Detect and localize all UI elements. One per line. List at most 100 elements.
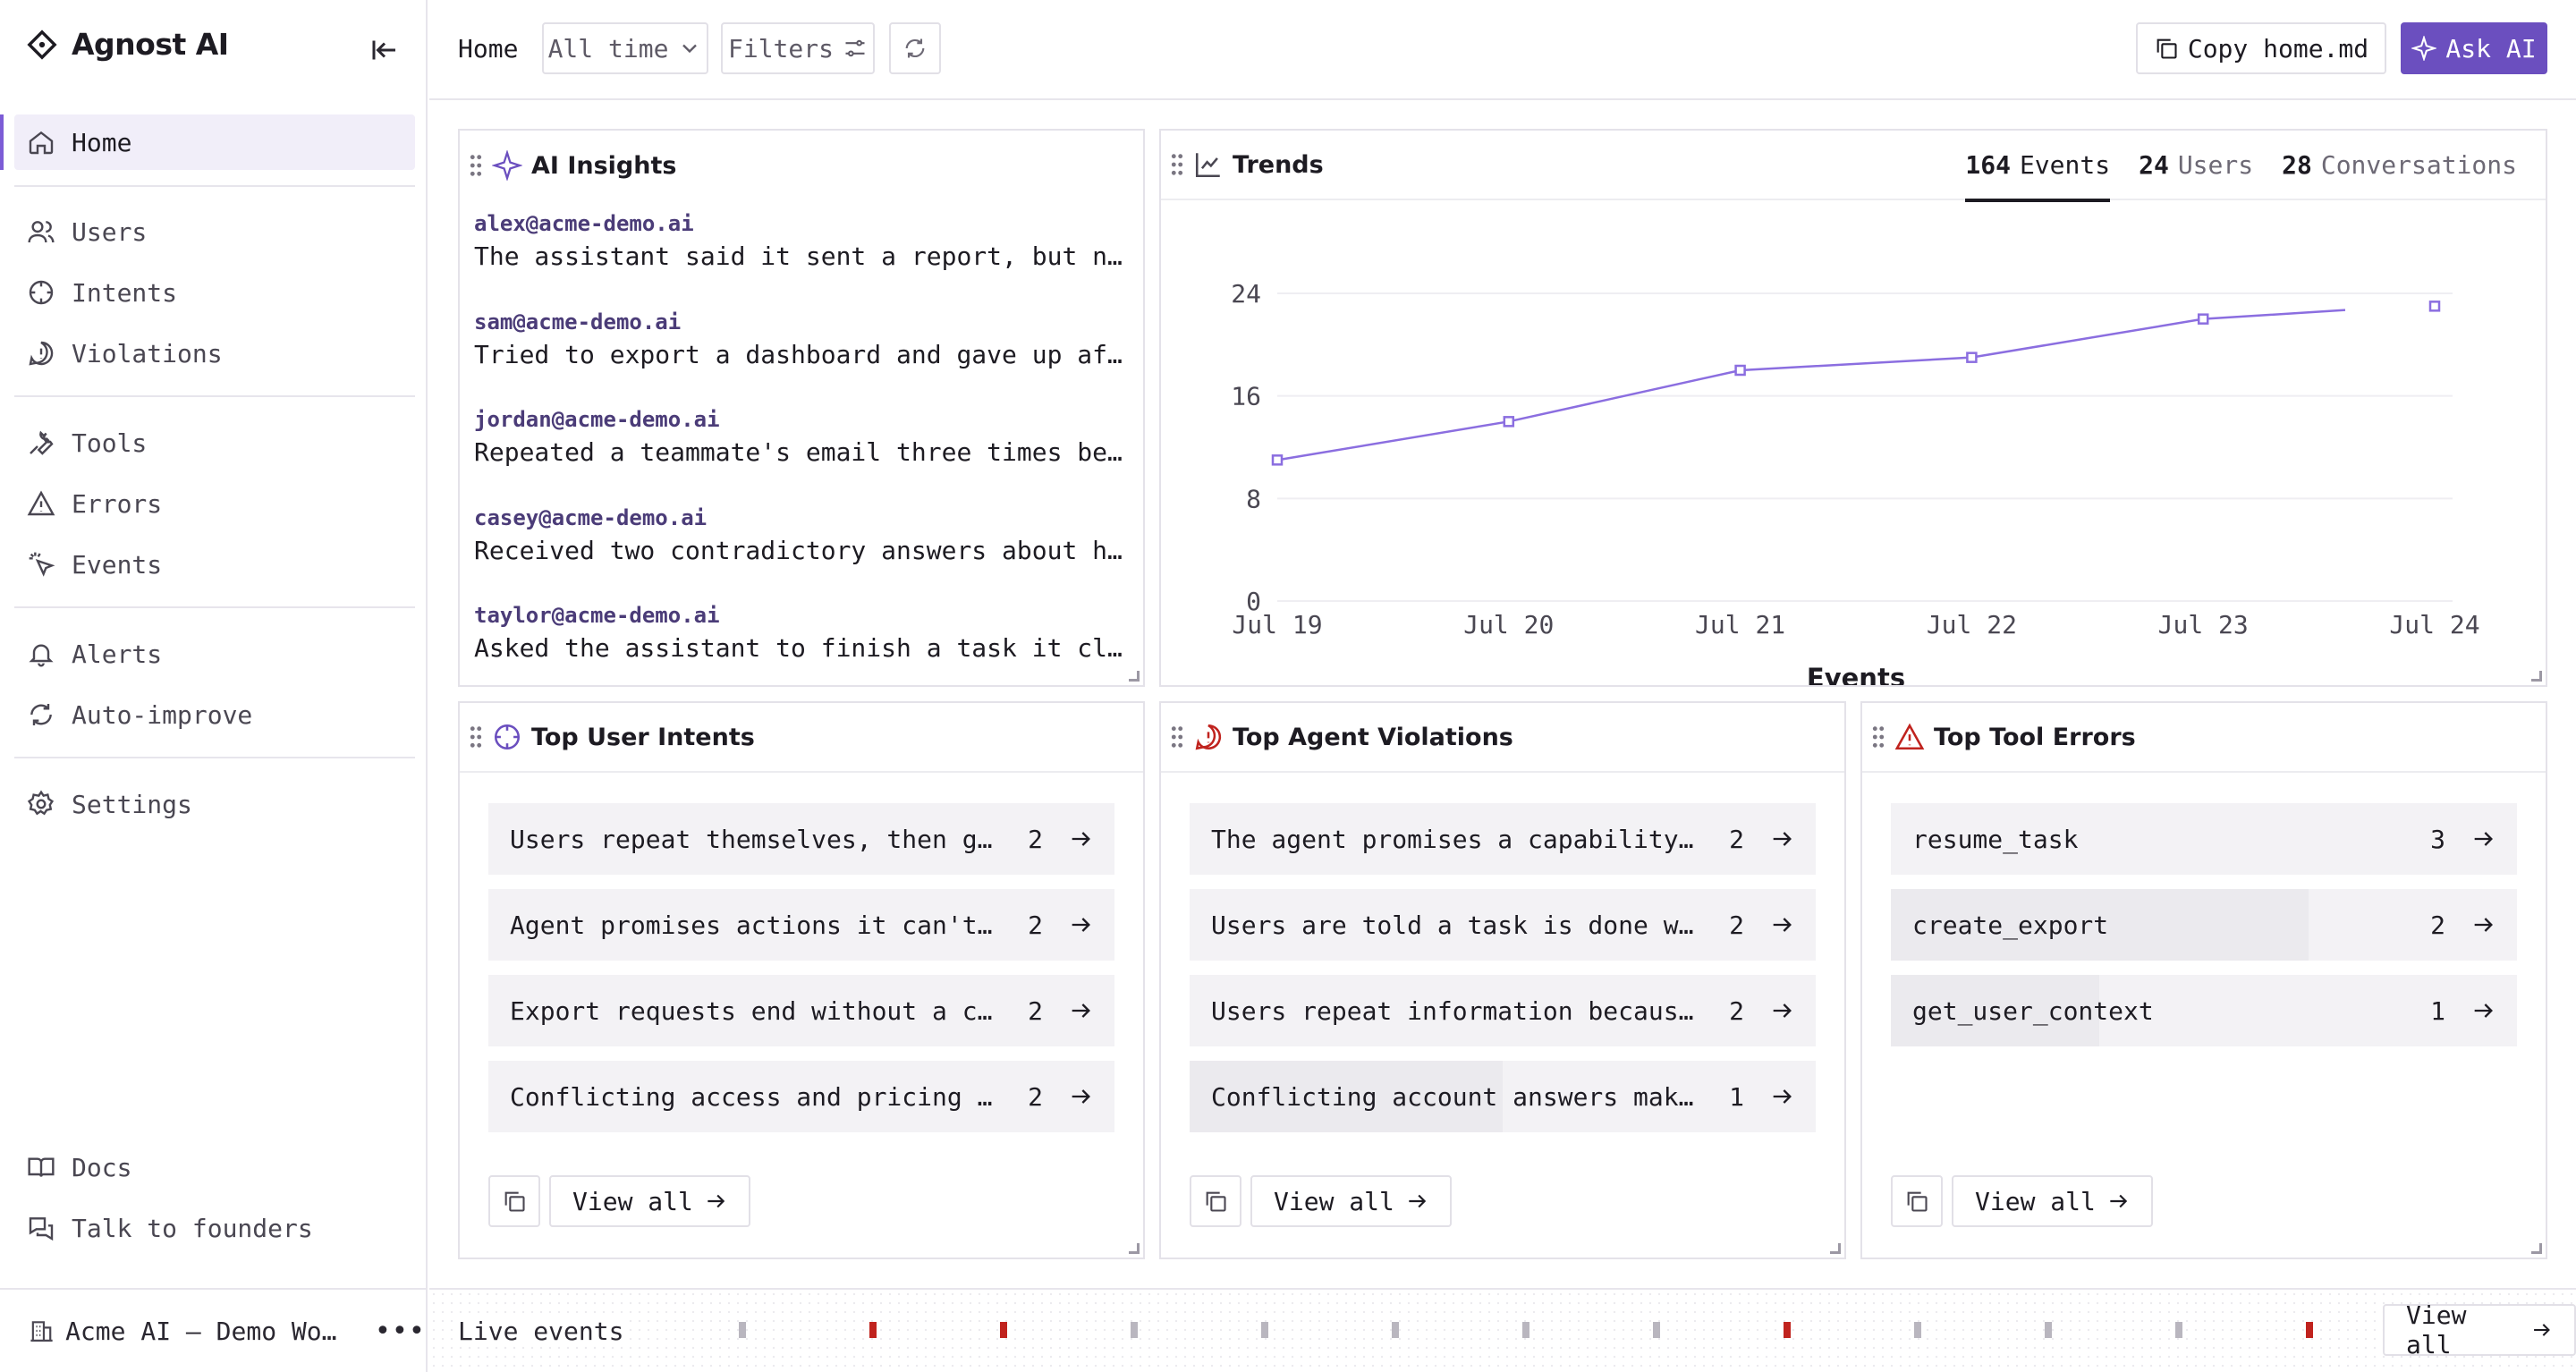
count-bar (1190, 1061, 1503, 1132)
sidebar-item-violations[interactable]: Violations (14, 326, 415, 381)
panel-header: Trends (1161, 131, 2546, 200)
tab-events[interactable]: 164 Events (1965, 131, 2111, 202)
item-label: Conflicting account answers make users c… (1211, 1081, 1701, 1112)
sidebar-item-docs[interactable]: Docs (14, 1139, 415, 1195)
view-all-button[interactable]: View all (549, 1175, 750, 1227)
sidebar-item-intents[interactable]: Intents (14, 265, 415, 320)
view-all-label: View all (572, 1186, 693, 1216)
sidebar-item-settings[interactable]: Settings (14, 776, 415, 832)
insight-item[interactable]: jordan@acme-demo.ai Repeated a teammate'… (474, 407, 1129, 467)
resize-handle[interactable] (1129, 671, 1140, 682)
event-tick-error[interactable] (1000, 1322, 1007, 1338)
list-item[interactable]: Conflicting account answers make users c… (1190, 1061, 1816, 1132)
ask-ai-label: Ask AI (2445, 33, 2537, 64)
event-tick[interactable] (1914, 1322, 1921, 1338)
item-count: 2 (1028, 995, 1043, 1026)
sidebar-item-label: Events (72, 549, 163, 580)
nav-active-indicator (0, 114, 4, 170)
list-item[interactable]: Users repeat themselves, then give up 2 (488, 803, 1114, 875)
event-tick[interactable] (1261, 1322, 1268, 1338)
copy-button[interactable] (488, 1175, 540, 1227)
drag-handle-icon[interactable] (469, 725, 483, 749)
arrow-right-icon (1773, 1004, 1792, 1018)
live-events-bar: Live events View all (429, 1288, 2576, 1372)
resize-handle[interactable] (2531, 671, 2542, 682)
list-item[interactable]: get_user_context 1 (1891, 975, 2517, 1046)
arrow-right-icon (2474, 918, 2493, 932)
data-point (1734, 364, 1746, 377)
ask-ai-button[interactable]: Ask AI (2401, 22, 2547, 74)
insight-user: alex@acme-demo.ai (474, 211, 694, 236)
drag-handle-icon[interactable] (1871, 725, 1885, 749)
sidebar-item-founders[interactable]: Talk to founders (14, 1200, 415, 1256)
copy-button[interactable] (1190, 1175, 1241, 1227)
insight-item[interactable]: taylor@acme-demo.ai Asked the assistant … (474, 603, 1129, 663)
sidebar-item-home[interactable]: Home (14, 114, 415, 170)
drag-handle-icon[interactable] (469, 154, 483, 177)
view-all-button[interactable]: View all (1250, 1175, 1452, 1227)
live-view-all-button[interactable]: View all (2383, 1300, 2576, 1359)
event-tick-error[interactable] (869, 1322, 877, 1338)
item-count: 1 (2430, 995, 2445, 1026)
sparkle-icon (2411, 36, 2437, 61)
list-item[interactable]: Export requests end without a completed … (488, 975, 1114, 1046)
event-tick[interactable] (1131, 1322, 1138, 1338)
item-count: 2 (1028, 824, 1043, 854)
list-item[interactable]: Agent promises actions it can't take 2 (488, 889, 1114, 961)
list-item[interactable]: resume_task 3 (1891, 803, 2517, 875)
list-item[interactable]: create_export 2 (1891, 889, 2517, 961)
book-icon (28, 1157, 55, 1177)
divider (14, 185, 415, 187)
arrow-right-icon (2474, 832, 2493, 846)
sidebar-item-users[interactable]: Users (14, 204, 415, 259)
alert-message-icon (1195, 724, 1222, 750)
brand[interactable]: Agnost AI (27, 27, 229, 62)
y-tick-label: 0 (1246, 587, 1261, 616)
refresh-button[interactable] (889, 22, 941, 74)
filters-label: Filters (727, 33, 834, 64)
list-item[interactable]: Conflicting access and pricing answers 2 (488, 1061, 1114, 1132)
insight-item[interactable]: alex@acme-demo.ai The assistant said it … (474, 211, 1129, 271)
event-tick-error[interactable] (1784, 1322, 1791, 1338)
resize-handle[interactable] (1129, 1243, 1140, 1254)
event-tick[interactable] (1653, 1322, 1660, 1338)
sidebar-item-label: Intents (72, 277, 178, 308)
event-tick[interactable] (739, 1322, 746, 1338)
drag-handle-icon[interactable] (1170, 153, 1184, 176)
collapse-sidebar-icon[interactable] (369, 34, 401, 66)
event-tick[interactable] (2045, 1322, 2052, 1338)
event-tick[interactable] (1392, 1322, 1399, 1338)
panel-title: Trends (1233, 150, 1324, 179)
tab-label: Users (2177, 149, 2254, 180)
time-range-value: All time (547, 33, 669, 64)
event-tick[interactable] (1522, 1322, 1530, 1338)
more-options-icon[interactable]: ••• (374, 1315, 426, 1347)
copy-button[interactable] (1891, 1175, 1943, 1227)
insight-item[interactable]: sam@acme-demo.ai Tried to export a dashb… (474, 309, 1129, 369)
divider (14, 757, 415, 758)
event-tick[interactable] (2175, 1322, 2182, 1338)
insight-item[interactable]: casey@acme-demo.ai Received two contradi… (474, 505, 1129, 565)
copy-home-md-button[interactable]: Copy home.md (2136, 22, 2386, 74)
list-item[interactable]: The agent promises a capability it can't… (1190, 803, 1816, 875)
sidebar-item-alerts[interactable]: Alerts (14, 626, 415, 682)
list-item[interactable]: Users are told a task is done when it is… (1190, 889, 1816, 961)
users-icon (28, 221, 55, 243)
drag-handle-icon[interactable] (1170, 725, 1184, 749)
insight-text: Asked the assistant to finish a task it … (474, 633, 1129, 663)
sidebar-item-tools[interactable]: Tools (14, 415, 415, 470)
list-item[interactable]: Users repeat information because the age… (1190, 975, 1816, 1046)
tab-conversations[interactable]: 28 Conversations (2282, 131, 2517, 202)
resize-handle[interactable] (2531, 1243, 2542, 1254)
workspace-switcher[interactable]: Acme AI — Demo Workspace ••• (0, 1288, 426, 1372)
filters-button[interactable]: Filters (721, 22, 875, 74)
resize-handle[interactable] (1830, 1243, 1841, 1254)
sidebar-item-events[interactable]: Events (14, 537, 415, 592)
sidebar-item-auto-improve[interactable]: Auto-improve (14, 687, 415, 742)
time-range-select[interactable]: All time (542, 22, 708, 74)
tab-label: Conversations (2320, 149, 2517, 180)
event-tick-error[interactable] (2306, 1322, 2313, 1338)
view-all-button[interactable]: View all (1952, 1175, 2153, 1227)
tab-users[interactable]: 24 Users (2139, 131, 2253, 202)
sidebar-item-errors[interactable]: Errors (14, 476, 415, 531)
